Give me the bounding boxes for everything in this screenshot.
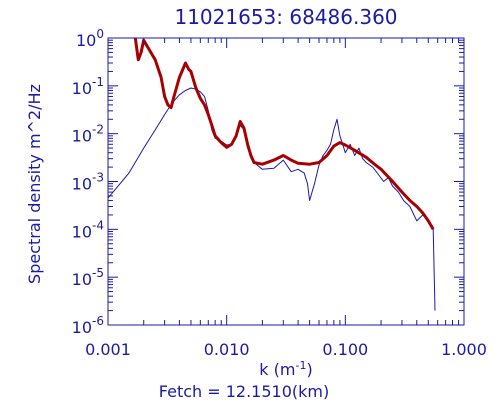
x-tick-label: 0.001 bbox=[85, 340, 131, 359]
y-tick-base: 10 bbox=[72, 318, 92, 337]
y-tick-exponent: -1 bbox=[92, 75, 104, 89]
y-axis-label: Spectral density m^2/Hz bbox=[25, 84, 44, 284]
y-tick-exponent: -2 bbox=[92, 123, 104, 137]
y-tick-exponent: -3 bbox=[92, 171, 104, 185]
series-line-blue bbox=[108, 87, 436, 311]
y-tick-base: 10 bbox=[72, 175, 92, 194]
y-tick-base: 10 bbox=[72, 270, 92, 289]
y-tick-exponent: 0 bbox=[96, 27, 104, 41]
y-tick-base: 10 bbox=[72, 79, 92, 98]
y-tick-label: 100 bbox=[76, 27, 104, 50]
y-tick-label: 10-2 bbox=[72, 123, 104, 146]
y-tick-base: 10 bbox=[76, 31, 96, 50]
y-tick-exponent: -5 bbox=[92, 266, 104, 280]
y-tick-label: 10-3 bbox=[72, 171, 104, 194]
y-tick-label: 10-5 bbox=[72, 266, 104, 289]
axis-layer: 0.001 0.010 0.100 1.00010010-110-210-310-41… bbox=[72, 27, 487, 359]
x-axis-label: k (m-1) bbox=[259, 359, 312, 379]
y-tick-exponent: -4 bbox=[92, 218, 104, 232]
y-tick-exponent: -6 bbox=[92, 314, 104, 328]
series-layer bbox=[108, 38, 436, 311]
fetch-footer: Fetch = 12.1510(km) bbox=[159, 382, 329, 400]
y-tick-label: 10-1 bbox=[72, 75, 104, 98]
x-tick-label: 1.000 bbox=[441, 340, 487, 359]
x-axis-label-base: k (m bbox=[259, 360, 295, 379]
y-tick-base: 10 bbox=[72, 127, 92, 146]
x-axis-label-tail: ) bbox=[306, 360, 312, 379]
x-tick-label: 0.010 bbox=[204, 340, 250, 359]
y-tick-label: 10-4 bbox=[72, 218, 104, 241]
x-axis-label-exponent: -1 bbox=[295, 359, 306, 372]
y-tick-label: 10-6 bbox=[72, 314, 104, 337]
chart-title: 11021653: 68486.360 bbox=[174, 5, 397, 29]
y-tick-base: 10 bbox=[72, 222, 92, 241]
series-line-red bbox=[133, 38, 435, 231]
x-tick-label: 0.100 bbox=[322, 340, 368, 359]
